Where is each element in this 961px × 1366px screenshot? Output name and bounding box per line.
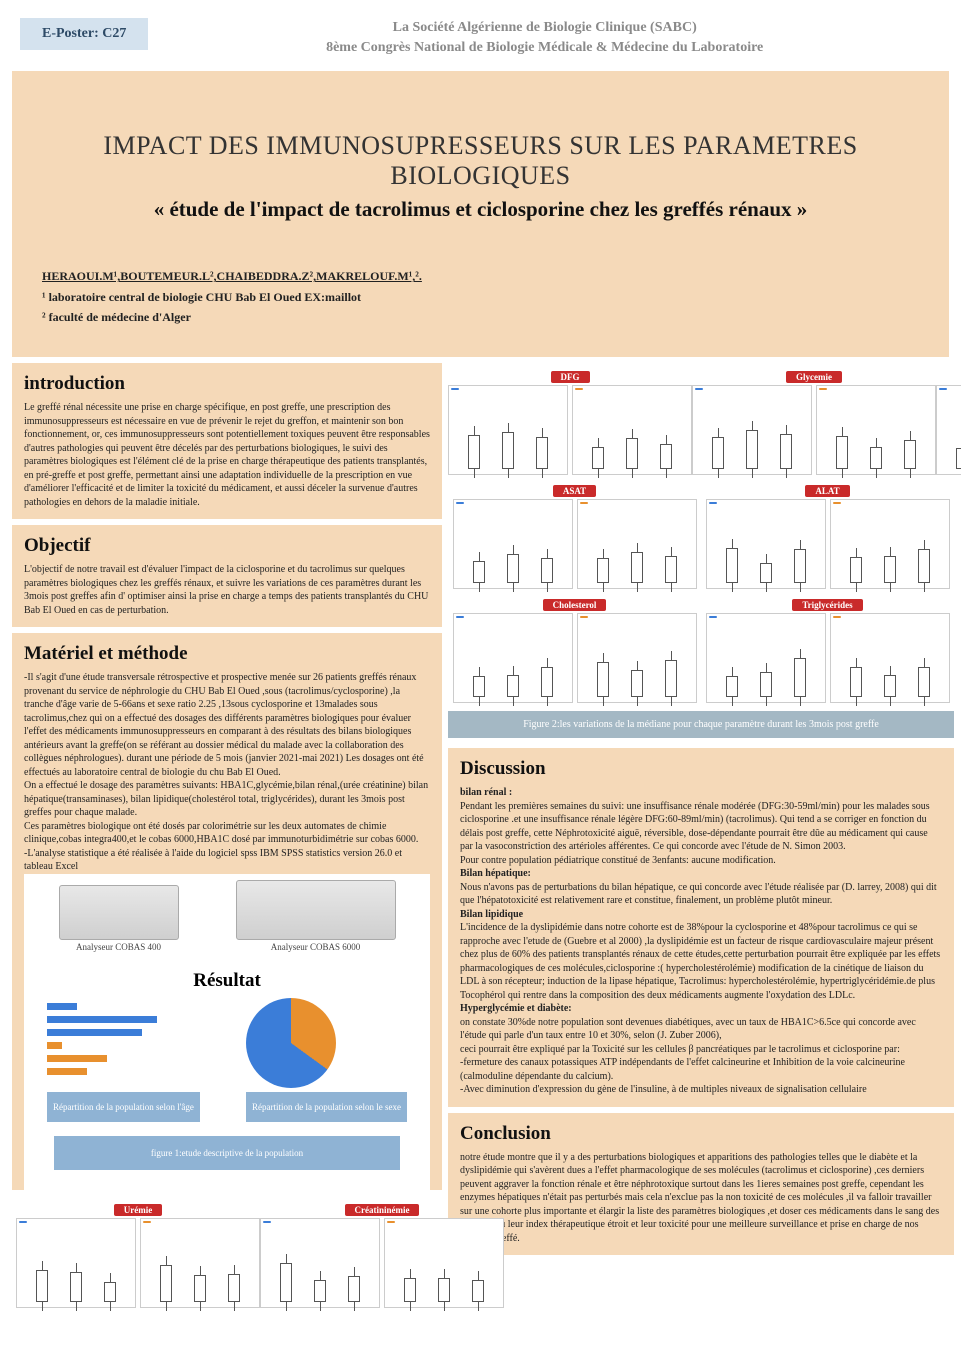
materiel-heading: Matériel et méthode: [24, 643, 430, 665]
resultat-block: Résultat Répartition de la population se…: [24, 958, 430, 1190]
resultat-heading: Résultat: [24, 970, 430, 992]
uremie-creat-row: Urémie Créatininémie: [12, 1196, 442, 1318]
creat-label: Créatininémie: [345, 1204, 420, 1216]
materiel-section: Matériel et méthode -Il s'agit d'une étu…: [12, 633, 442, 1190]
boxplot-grid: DFG Glycemie HbA1c ASAT ALAT Cholesterol…: [448, 363, 954, 742]
boxplot-chart: [706, 613, 826, 703]
materiel-body: -Il s'agit d'une étude transversale rétr…: [24, 671, 430, 874]
conclusion-section: Conclusion notre étude montre que il y a…: [448, 1113, 954, 1256]
authors-block: HERAOUI.M¹,BOUTEMEUR.L²,CHAIBEDDRA.Z²,MA…: [42, 266, 919, 327]
boxplot-chart: [140, 1218, 260, 1308]
conclusion-body: notre étude montre que il y a des pertur…: [460, 1151, 942, 1246]
sex-pie-chart: Répartition de la population selon le se…: [246, 998, 407, 1122]
discussion-section: Discussion bilan rénal : Pendant les pre…: [448, 748, 954, 1107]
objectif-heading: Objectif: [24, 535, 430, 557]
boxplot-chart: [936, 385, 961, 475]
right-column: DFG Glycemie HbA1c ASAT ALAT Cholesterol…: [448, 363, 954, 1318]
age-caption: Répartition de la population selon l'âge: [47, 1092, 200, 1122]
analyzers-row: Analyseur COBAS 400 Analyseur COBAS 6000: [24, 874, 430, 958]
boxplot-chart: [384, 1218, 504, 1308]
boxplot-chart: [816, 385, 936, 475]
introduction-section: introduction Le greffé rénal nécessite u…: [12, 363, 442, 519]
boxplot-chart: [448, 385, 568, 475]
boxplot-chart: [572, 385, 692, 475]
affiliation-2: ² faculté de médecine d'Alger: [42, 307, 919, 327]
boxplot-chart: [830, 499, 950, 589]
left-column: introduction Le greffé rénal nécessite u…: [12, 363, 442, 1318]
introduction-body: Le greffé rénal nécessite une prise en c…: [24, 401, 430, 509]
conference-title: La Société Algérienne de Biologie Cliniq…: [148, 18, 941, 57]
figure1-caption: figure 1:etude descriptive de la populat…: [54, 1136, 400, 1170]
boxplot-chart: [830, 613, 950, 703]
title-block: IMPACT DES IMMUNOSUPRESSEURS SUR LES PAR…: [12, 71, 949, 357]
introduction-heading: introduction: [24, 373, 430, 395]
affiliation-1: ¹ laboratoire central de biologie CHU Ba…: [42, 287, 919, 307]
boxplot-chart: [692, 385, 812, 475]
analyzer-image: [236, 880, 396, 940]
analyzer-cobas6000: Analyseur COBAS 6000: [236, 880, 396, 952]
boxplot-chart: [706, 499, 826, 589]
figure2-caption: Figure 2:les variations de la médiane po…: [448, 711, 954, 738]
discussion-body: bilan rénal : Pendant les premières sema…: [460, 786, 942, 1097]
uremie-label: Urémie: [114, 1204, 162, 1216]
discussion-heading: Discussion: [460, 758, 942, 780]
objectif-section: Objectif L'objectif de notre travail est…: [12, 525, 442, 627]
sex-caption: Répartition de la population selon le se…: [246, 1092, 407, 1122]
conclusion-heading: Conclusion: [460, 1123, 942, 1145]
subtitle: « étude de l'impact de tacrolimus et cic…: [42, 197, 919, 222]
main-title: IMPACT DES IMMUNOSUPRESSEURS SUR LES PAR…: [42, 131, 919, 191]
boxplot-chart: [577, 613, 697, 703]
header-bar: E-Poster: C27 La Société Algérienne de B…: [0, 0, 961, 65]
boxplot-chart: [260, 1218, 380, 1308]
pie-chart: [246, 998, 336, 1088]
uremie-group: Urémie: [16, 1200, 260, 1308]
age-bar-chart: Répartition de la population selon l'âge: [47, 998, 200, 1122]
analyzer-image: [59, 885, 179, 940]
boxplot-chart: [577, 499, 697, 589]
objectif-body: L'objectif de notre travail est d'évalue…: [24, 563, 430, 617]
authors: HERAOUI.M¹,BOUTEMEUR.L²,CHAIBEDDRA.Z²,MA…: [42, 266, 919, 286]
boxplot-chart: [16, 1218, 136, 1308]
boxplot-chart: [453, 613, 573, 703]
boxplot-chart: [453, 499, 573, 589]
analyzer-cobas400: Analyseur COBAS 400: [59, 885, 179, 952]
poster-id: E-Poster: C27: [20, 18, 148, 50]
